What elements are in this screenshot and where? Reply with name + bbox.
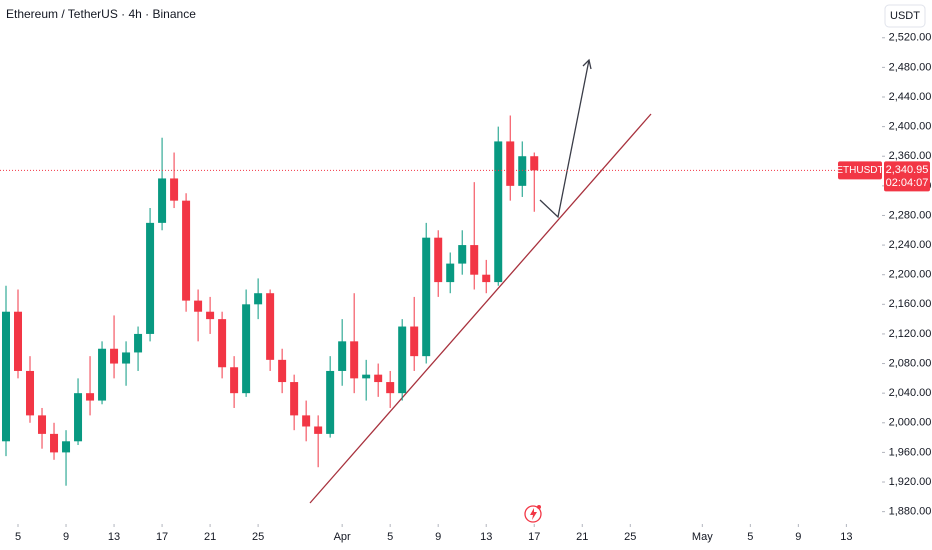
candle-body — [2, 311, 11, 442]
candle-body — [326, 370, 335, 434]
candle-body — [530, 156, 539, 171]
candle-body — [230, 367, 239, 394]
x-tick-label: 9 — [63, 531, 69, 543]
candle-body — [218, 319, 227, 368]
y-tick-label: 1,960.00 — [889, 446, 932, 458]
candle-body — [62, 441, 71, 453]
candle-body — [194, 300, 203, 312]
candle-body — [146, 222, 155, 334]
candle-body — [170, 178, 179, 201]
candle-body — [386, 382, 395, 394]
candle-body — [110, 348, 119, 364]
candle-body — [470, 245, 479, 275]
projection-arrow — [539, 59, 590, 219]
x-tick-label: 25 — [252, 531, 264, 543]
x-tick-label: Apr — [334, 531, 351, 543]
candle-body — [302, 415, 311, 427]
candle-body — [314, 426, 323, 434]
x-tick-label: 5 — [15, 531, 21, 543]
y-tick-label: 2,280.00 — [889, 209, 932, 221]
candle-body — [158, 178, 167, 223]
y-tick-label: 2,520.00 — [889, 32, 932, 44]
x-tick-label: 5 — [747, 531, 753, 543]
y-tick-label: 1,920.00 — [889, 476, 932, 488]
y-tick-label: 2,080.00 — [889, 357, 932, 369]
y-tick-label: 2,480.00 — [889, 61, 932, 73]
candle-body — [362, 374, 371, 379]
currency-label[interactable]: USDT — [890, 10, 920, 22]
candle-body — [182, 200, 191, 301]
currency-button[interactable] — [884, 4, 926, 28]
x-tick-label: 17 — [528, 531, 540, 543]
y-tick-label: 2,120.00 — [889, 328, 932, 340]
y-tick-label: 1,880.00 — [889, 506, 932, 518]
candle-body — [446, 263, 455, 283]
y-tick-label: 2,200.00 — [889, 269, 932, 281]
candle-body — [38, 415, 47, 434]
x-tick-label: 9 — [435, 531, 441, 543]
candle-body — [254, 293, 263, 305]
candle-body — [266, 293, 275, 360]
candle-body — [206, 311, 215, 320]
x-tick-label: 21 — [576, 531, 588, 543]
y-tick-label: 2,240.00 — [889, 239, 932, 251]
symbol-badge — [838, 161, 882, 180]
y-tick-label: 2,160.00 — [889, 298, 932, 310]
candle-body — [422, 237, 431, 357]
candle-body — [350, 341, 359, 379]
trend-line — [309, 113, 652, 504]
event-dot — [537, 505, 541, 509]
candle-body — [398, 326, 407, 394]
y-tick-label: 2,400.00 — [889, 121, 932, 133]
x-tick-label: 5 — [387, 531, 393, 543]
candle-body — [278, 359, 287, 383]
candle-body — [374, 374, 383, 383]
candle-body — [26, 370, 35, 416]
chart-title: Ethereum / TetherUS · 4h · Binance — [6, 7, 196, 21]
x-tick-label: 13 — [480, 531, 492, 543]
y-tick-label: 2,000.00 — [889, 417, 932, 429]
x-tick-label: 17 — [156, 531, 168, 543]
y-tick-label: 2,440.00 — [889, 91, 932, 103]
price-label: 2,340.95 — [886, 164, 929, 176]
candle-body — [458, 245, 467, 264]
x-tick-label: 9 — [795, 531, 801, 543]
x-tick-label: 13 — [108, 531, 120, 543]
candle-body — [86, 393, 95, 401]
candle-body — [482, 274, 491, 283]
candle-body — [98, 348, 107, 401]
symbol-label: ETHUSDT — [836, 165, 883, 176]
candle-body — [14, 311, 23, 371]
arrow-head — [582, 58, 592, 70]
candle-body — [50, 433, 59, 453]
candle-body — [122, 352, 131, 364]
candle-body — [290, 382, 299, 416]
price-badge — [884, 161, 930, 192]
candle-body — [242, 304, 251, 394]
candle-body — [410, 326, 419, 357]
candle-body — [494, 141, 503, 283]
x-tick-label: 13 — [840, 531, 852, 543]
candle-body — [506, 141, 515, 186]
candle-body — [134, 333, 143, 353]
candle-body — [74, 393, 83, 442]
x-tick-label: 21 — [204, 531, 216, 543]
y-tick-label: 2,360.00 — [889, 150, 932, 162]
x-tick-label: 25 — [624, 531, 636, 543]
candle-body — [518, 156, 527, 186]
countdown-label: 02:04:07 — [886, 177, 929, 189]
x-tick-label: May — [692, 531, 713, 543]
candle-body — [434, 237, 443, 283]
lightning-icon — [530, 508, 537, 520]
candle-body — [338, 341, 347, 371]
y-tick-label: 2,040.00 — [889, 387, 932, 399]
